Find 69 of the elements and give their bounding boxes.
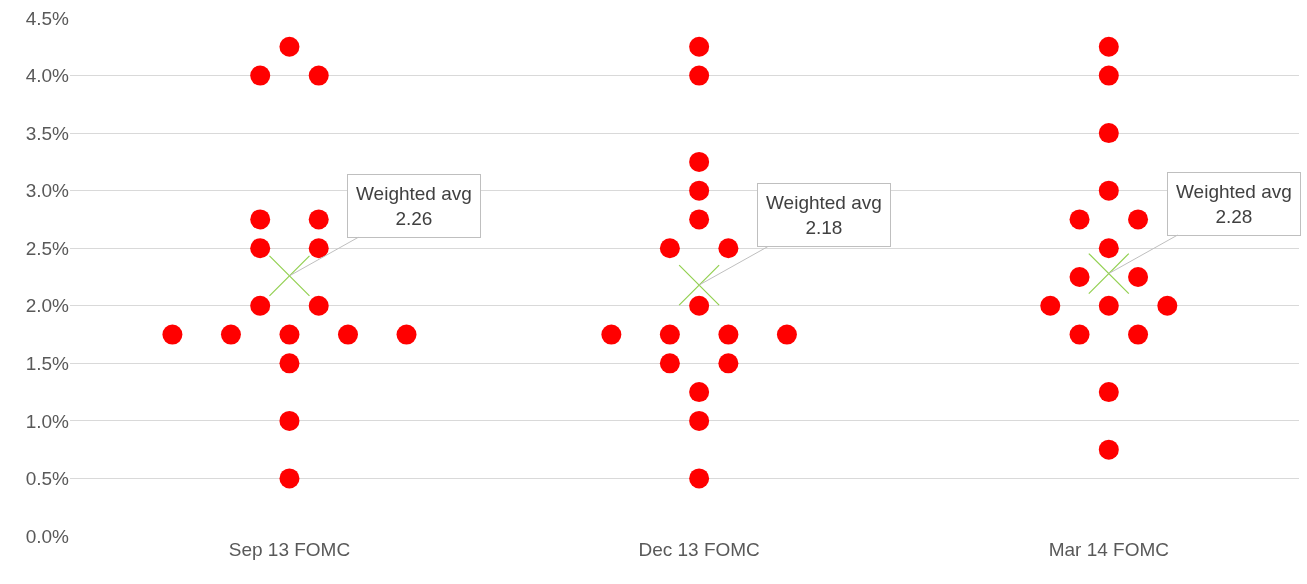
point: [308, 238, 329, 259]
point: [1098, 65, 1119, 86]
point: [689, 65, 710, 86]
point: [1098, 36, 1119, 57]
point: [279, 468, 300, 489]
point: [338, 324, 358, 345]
point: [718, 353, 739, 374]
point: [659, 238, 680, 259]
annotation: Weighted avg 2.26: [356, 183, 472, 229]
point: [1128, 324, 1149, 345]
y-tick-label: 4.5%: [25, 7, 70, 29]
point: [1069, 324, 1090, 345]
y-tick-label: 2.0%: [25, 295, 70, 317]
point: [689, 382, 710, 403]
point: [718, 324, 739, 345]
annotation: Weighted avg 2.28: [1176, 181, 1292, 227]
point: [1128, 209, 1149, 230]
point: [1098, 439, 1119, 460]
point: [1069, 209, 1090, 230]
point: [1098, 123, 1119, 144]
point: [659, 353, 680, 374]
point: [279, 324, 300, 345]
y-tick-label: 3.0%: [25, 180, 70, 202]
point: [1098, 295, 1119, 316]
point: [1098, 180, 1119, 201]
point: [718, 238, 739, 259]
point: [659, 324, 680, 345]
annotation: Weighted avg 2.18: [766, 192, 882, 238]
point: [689, 295, 710, 316]
point: [1128, 267, 1149, 287]
point: [776, 324, 797, 345]
point: [268, 255, 311, 297]
point: [1088, 252, 1130, 295]
point: [1040, 295, 1061, 316]
point: [250, 209, 271, 230]
y-tick-label: 1.5%: [25, 352, 70, 374]
x-tick-label: Mar 14 FOMC: [1048, 539, 1169, 560]
y-tick-label: 1.0%: [25, 410, 70, 432]
y-tick-label: 0.5%: [25, 468, 70, 490]
point: [308, 295, 329, 316]
point: [220, 324, 241, 345]
point: [250, 295, 271, 316]
point: [689, 209, 710, 230]
point: [689, 180, 710, 201]
point: [1069, 267, 1090, 287]
point: [1157, 295, 1178, 316]
point: [689, 36, 710, 57]
point: [689, 151, 710, 172]
point: [396, 324, 417, 345]
y-tick-label: 0.0%: [25, 525, 70, 547]
point: [250, 65, 271, 86]
point: [601, 324, 622, 345]
point: [689, 468, 710, 489]
y-tick-label: 2.5%: [25, 237, 70, 259]
x-tick-label: Sep 13 FOMC: [228, 539, 351, 560]
point: [689, 410, 710, 431]
point: [308, 209, 329, 230]
point: [279, 353, 300, 374]
point: [279, 410, 300, 431]
point: [308, 65, 329, 86]
point: [250, 238, 271, 259]
point: [279, 36, 300, 57]
x-tick-label: Dec 13 FOMC: [638, 539, 760, 560]
point: [1098, 238, 1119, 259]
y-tick-label: 3.5%: [25, 122, 70, 144]
point: [162, 324, 183, 345]
y-tick-label: 4.0%: [25, 65, 70, 87]
point: [1098, 382, 1119, 403]
point: [678, 264, 720, 306]
